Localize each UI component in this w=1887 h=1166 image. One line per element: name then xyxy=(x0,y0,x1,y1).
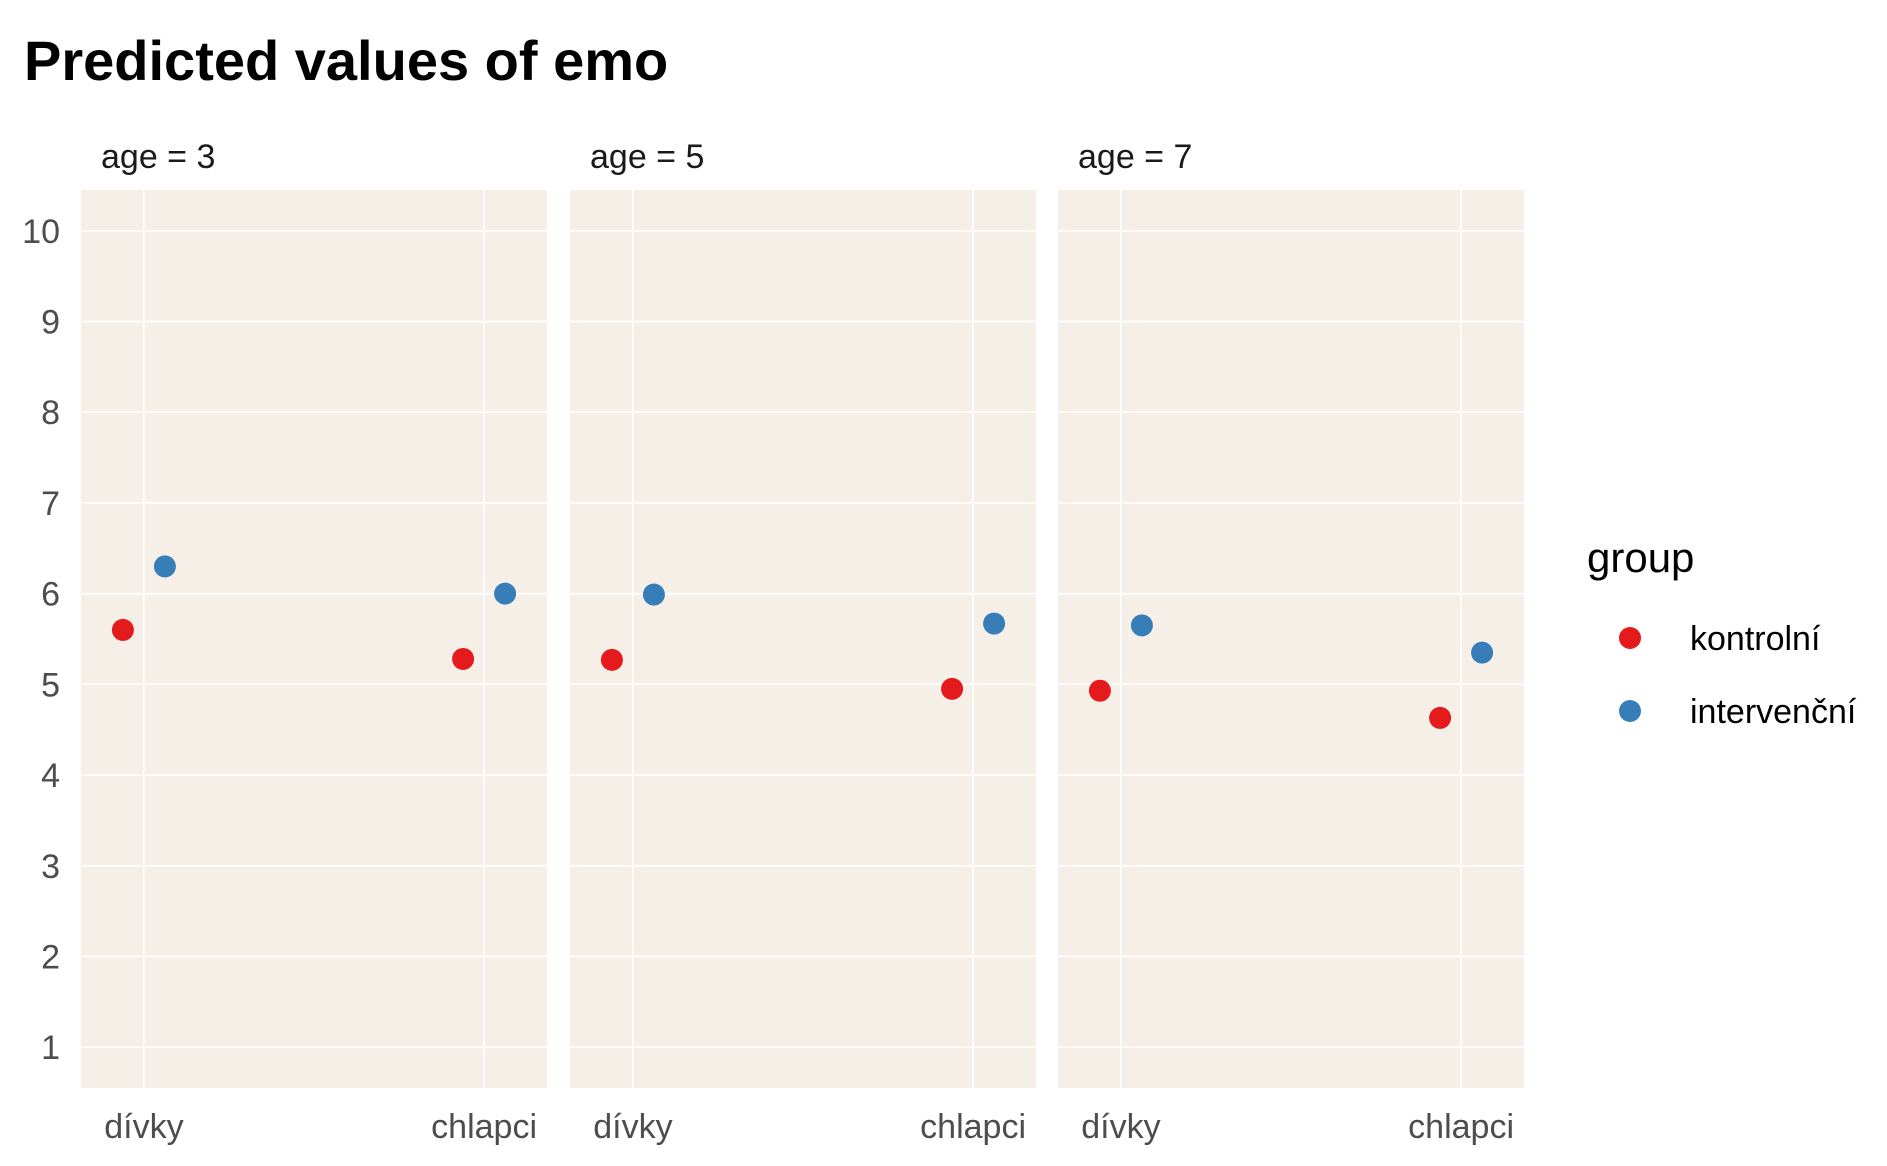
legend-key xyxy=(1619,627,1641,649)
facet-panel: age = 3 dívky chlapci xyxy=(81,138,547,1146)
y-axis: 1 2 3 4 5 6 7 8 9 10 xyxy=(22,213,60,1067)
x-tick-label: dívky xyxy=(104,1108,183,1146)
facet-panel: age = 5 dívky chlapci xyxy=(570,138,1036,1146)
y-tick-label: 6 xyxy=(41,576,60,614)
legend: group kontrolní intervenční xyxy=(1587,534,1857,731)
facet-strip-label: age = 5 xyxy=(590,138,704,176)
x-tick-label: chlapci xyxy=(431,1108,537,1146)
x-tick-label: chlapci xyxy=(1408,1108,1514,1146)
data-point xyxy=(1471,641,1494,664)
panel-background xyxy=(570,190,1036,1088)
data-point xyxy=(1088,679,1111,702)
panel-background xyxy=(1058,190,1524,1088)
y-tick-label: 1 xyxy=(41,1029,60,1067)
legend-key xyxy=(1619,700,1641,722)
legend-title: group xyxy=(1587,534,1694,581)
y-tick-label: 8 xyxy=(41,394,60,432)
panel-background xyxy=(81,190,547,1088)
facet-strip-label: age = 7 xyxy=(1078,138,1192,176)
x-tick-label: dívky xyxy=(593,1108,672,1146)
data-point xyxy=(1429,706,1452,729)
y-tick-label: 7 xyxy=(41,485,60,523)
data-point xyxy=(153,555,176,578)
y-tick-label: 10 xyxy=(22,213,60,251)
data-point xyxy=(452,647,475,670)
y-tick-label: 9 xyxy=(41,304,60,342)
data-point xyxy=(494,582,517,605)
y-tick-label: 3 xyxy=(41,848,60,886)
facet-panel: age = 7 dívky chlapci xyxy=(1058,138,1524,1146)
y-tick-label: 4 xyxy=(41,757,60,795)
data-point xyxy=(600,648,623,671)
data-point xyxy=(1130,614,1153,637)
y-tick-label: 5 xyxy=(41,666,60,704)
x-tick-label: dívky xyxy=(1081,1108,1160,1146)
data-point xyxy=(983,612,1006,635)
legend-label: kontrolní xyxy=(1690,620,1821,658)
x-tick-label: chlapci xyxy=(920,1108,1026,1146)
facet-strip-label: age = 3 xyxy=(101,138,215,176)
legend-label: intervenční xyxy=(1690,693,1857,731)
data-point xyxy=(111,618,134,641)
chart-title: Predicted values of emo xyxy=(24,29,668,92)
data-point xyxy=(642,583,665,606)
data-point xyxy=(941,677,964,700)
y-tick-label: 2 xyxy=(41,938,60,976)
